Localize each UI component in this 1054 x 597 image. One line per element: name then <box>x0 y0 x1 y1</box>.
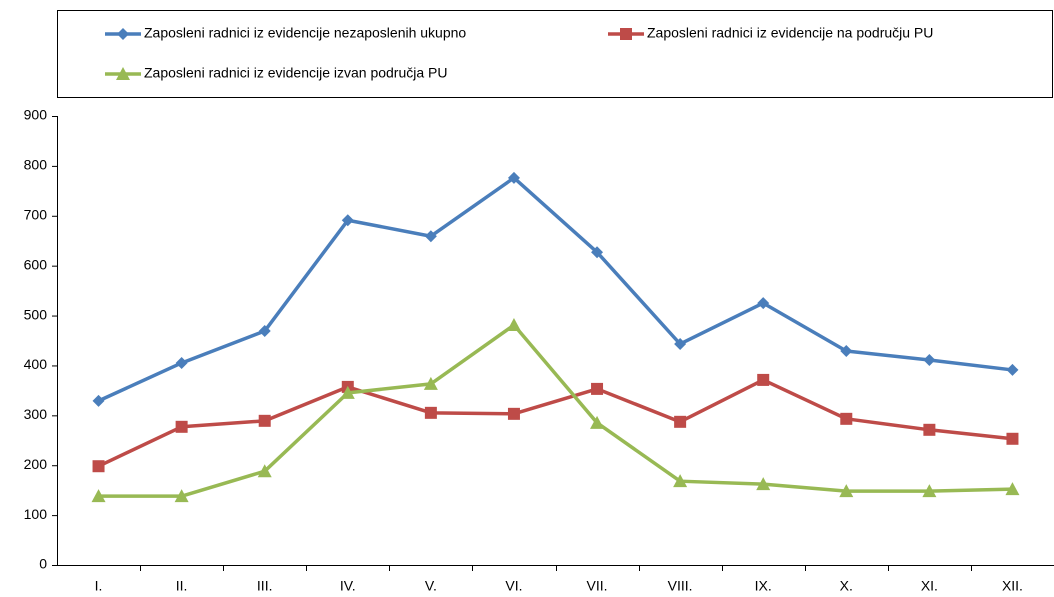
x-tick-label: VI. <box>505 578 522 594</box>
y-tick-label: 500 <box>24 306 48 322</box>
marker <box>840 412 853 425</box>
x-tick-label: V. <box>425 578 437 594</box>
x-tick-label: VII. <box>587 578 608 594</box>
marker <box>1005 482 1020 496</box>
marker <box>840 344 853 357</box>
marker <box>673 474 688 488</box>
marker <box>424 230 437 243</box>
marker <box>117 28 129 40</box>
marker <box>116 67 130 80</box>
marker <box>175 356 188 369</box>
y-tick-label: 800 <box>24 157 48 173</box>
legend-label: Zaposleni radnici iz evidencije nezaposl… <box>144 25 466 41</box>
marker <box>591 246 604 259</box>
marker <box>258 414 271 427</box>
marker <box>922 484 937 498</box>
x-tick-label: XI. <box>921 578 938 594</box>
legend-box <box>57 10 1053 98</box>
y-tick-label: 600 <box>24 256 48 272</box>
y-tick-label: 100 <box>24 506 48 522</box>
y-tick-label: 200 <box>24 456 48 472</box>
marker <box>590 415 605 429</box>
marker <box>91 489 106 503</box>
marker <box>506 318 521 332</box>
legend-label: Zaposleni radnici iz evidencije izvan po… <box>144 65 448 81</box>
x-tick-label: I. <box>95 578 103 594</box>
y-tick-label: 0 <box>39 556 47 572</box>
marker <box>175 420 188 433</box>
x-tick-label: XII. <box>1002 578 1023 594</box>
marker <box>757 297 770 310</box>
marker <box>620 28 632 40</box>
y-tick-label: 300 <box>24 406 48 422</box>
marker <box>674 415 687 428</box>
marker <box>839 484 854 498</box>
y-tick-label: 900 <box>24 107 48 123</box>
marker <box>257 464 272 478</box>
marker <box>756 477 771 491</box>
marker <box>674 337 687 350</box>
series-line <box>97 176 1013 403</box>
marker <box>923 353 936 366</box>
marker <box>341 214 354 227</box>
marker <box>591 382 604 395</box>
x-tick-label: VIII. <box>668 578 693 594</box>
marker <box>424 406 437 419</box>
x-tick-label: X. <box>840 578 853 594</box>
x-tick-label: II. <box>176 578 188 594</box>
marker <box>92 460 105 473</box>
legend-label: Zaposleni radnici iz evidencije na podru… <box>647 25 933 41</box>
marker <box>1006 363 1019 376</box>
marker <box>1006 432 1019 445</box>
marker <box>757 373 770 386</box>
series-line <box>97 378 1013 468</box>
marker <box>340 385 355 399</box>
y-tick-label: 400 <box>24 356 48 372</box>
series-line <box>98 323 1013 498</box>
x-tick-label: IV. <box>340 578 356 594</box>
marker <box>258 325 271 338</box>
marker <box>174 489 189 503</box>
marker <box>92 394 105 407</box>
x-tick-label: IX. <box>755 578 772 594</box>
marker <box>507 407 520 420</box>
marker <box>507 171 520 184</box>
marker <box>423 376 438 390</box>
marker <box>923 423 936 436</box>
x-tick-label: III. <box>257 578 273 594</box>
y-tick-label: 700 <box>24 206 48 222</box>
